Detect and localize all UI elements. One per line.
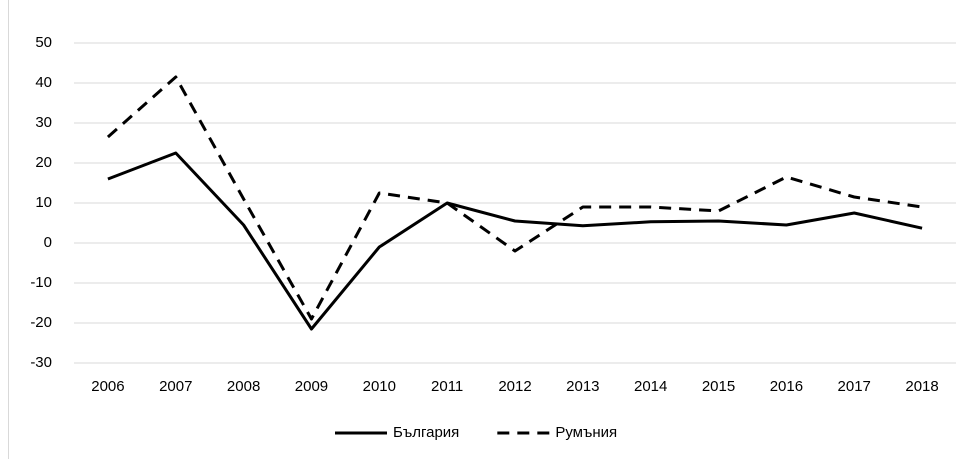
- y-tick-label: 40: [35, 74, 52, 91]
- x-tick-label: 2015: [702, 378, 735, 395]
- line-series: [106, 75, 923, 321]
- x-tick-label: 2010: [363, 378, 396, 395]
- x-tick-label: 2012: [498, 378, 531, 395]
- x-tick-label: 2011: [431, 378, 463, 395]
- chart-border: [8, 0, 9, 459]
- y-tick-label: -10: [30, 274, 52, 291]
- x-tick-label: 2009: [295, 378, 328, 395]
- x-tick-label: 2018: [905, 378, 938, 395]
- x-tick-label: 2007: [159, 378, 192, 395]
- y-tick-label: -20: [30, 314, 52, 331]
- y-tick-label: 10: [35, 194, 52, 211]
- x-tick-label: 2016: [770, 378, 803, 395]
- y-tick-label: 20: [35, 154, 52, 171]
- line-series: [107, 151, 923, 331]
- y-tick-label: 0: [44, 234, 52, 251]
- x-tick-label: 2013: [566, 378, 599, 395]
- x-tick-label: 2006: [91, 378, 124, 395]
- x-tick-label: 2014: [634, 378, 667, 395]
- y-tick-label: -30: [30, 354, 52, 371]
- y-tick-label: 50: [35, 34, 52, 51]
- x-tick-label: 2008: [227, 378, 260, 395]
- y-tick-label: 30: [35, 114, 52, 131]
- legend-label: Румъния: [555, 424, 617, 441]
- x-tick-label: 2017: [838, 378, 871, 395]
- legend-label: България: [393, 424, 459, 441]
